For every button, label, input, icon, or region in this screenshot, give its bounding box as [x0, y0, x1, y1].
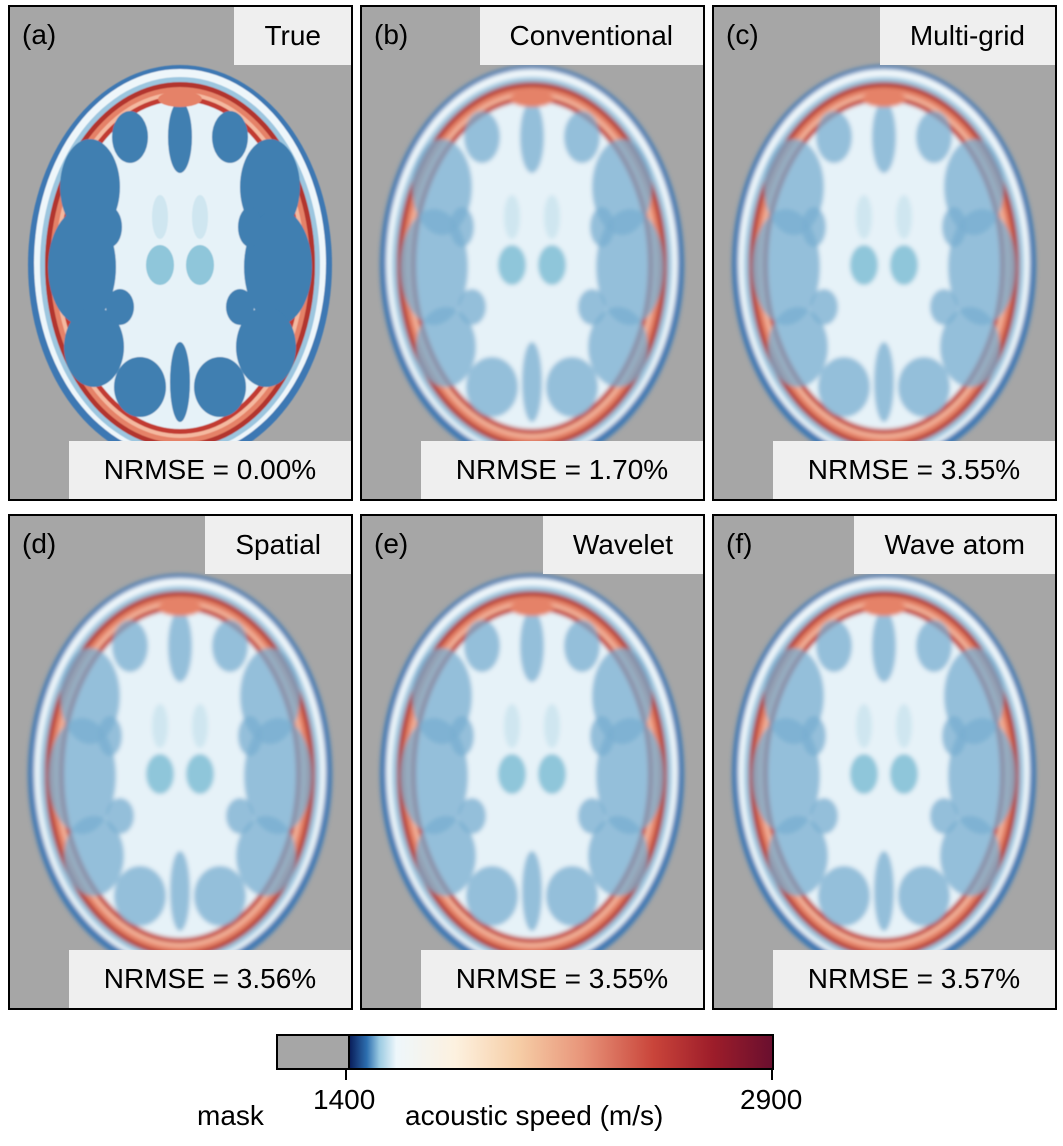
colorbar-max-label: 2900: [740, 1084, 803, 1115]
panel-e: (e) Wavelet NRMSE = 3.55%: [360, 514, 705, 1010]
nrmse-label: NRMSE = 3.57%: [773, 950, 1055, 1008]
method-title: Spatial: [205, 516, 351, 574]
nrmse-label: NRMSE = 0.00%: [69, 441, 351, 499]
colorbar-mask-label: mask: [197, 1100, 264, 1131]
colorbar-tick-max: [771, 1068, 773, 1080]
panel-a: (a) True NRMSE = 0.00%: [8, 5, 353, 501]
panel-b: (b) Conventional NRMSE = 1.70%: [360, 5, 705, 501]
method-title: Wave atom: [854, 516, 1055, 574]
colorbar-title: acoustic speed (m/s): [405, 1100, 664, 1131]
panel-label: (d): [22, 528, 57, 559]
panel-label: (e): [374, 528, 409, 559]
colorbar-mask-swatch: [278, 1036, 350, 1068]
panel-f: (f) Wave atom NRMSE = 3.57%: [712, 514, 1057, 1010]
colorbar-min-label: 1400: [313, 1084, 376, 1115]
method-title: Multi-grid: [879, 7, 1055, 65]
panel-label: (a): [22, 19, 57, 50]
nrmse-label: NRMSE = 3.55%: [773, 441, 1055, 499]
nrmse-label: NRMSE = 3.56%: [69, 950, 351, 1008]
method-title: Conventional: [479, 7, 703, 65]
panel-label: (b): [374, 19, 409, 50]
method-title: Wavelet: [542, 516, 703, 574]
panel-d: (d) Spatial NRMSE = 3.56%: [8, 514, 353, 1010]
nrmse-label: NRMSE = 1.70%: [421, 441, 703, 499]
nrmse-label: NRMSE = 3.55%: [421, 950, 703, 1008]
panel-c: (c) Multi-grid NRMSE = 3.55%: [712, 5, 1057, 501]
panel-label: (f): [726, 528, 753, 559]
colorbar-gradient: [350, 1036, 772, 1068]
panel-label: (c): [726, 19, 759, 50]
colorbar: [276, 1034, 774, 1070]
colorbar-tick-min: [345, 1068, 347, 1080]
method-title: True: [234, 7, 351, 65]
